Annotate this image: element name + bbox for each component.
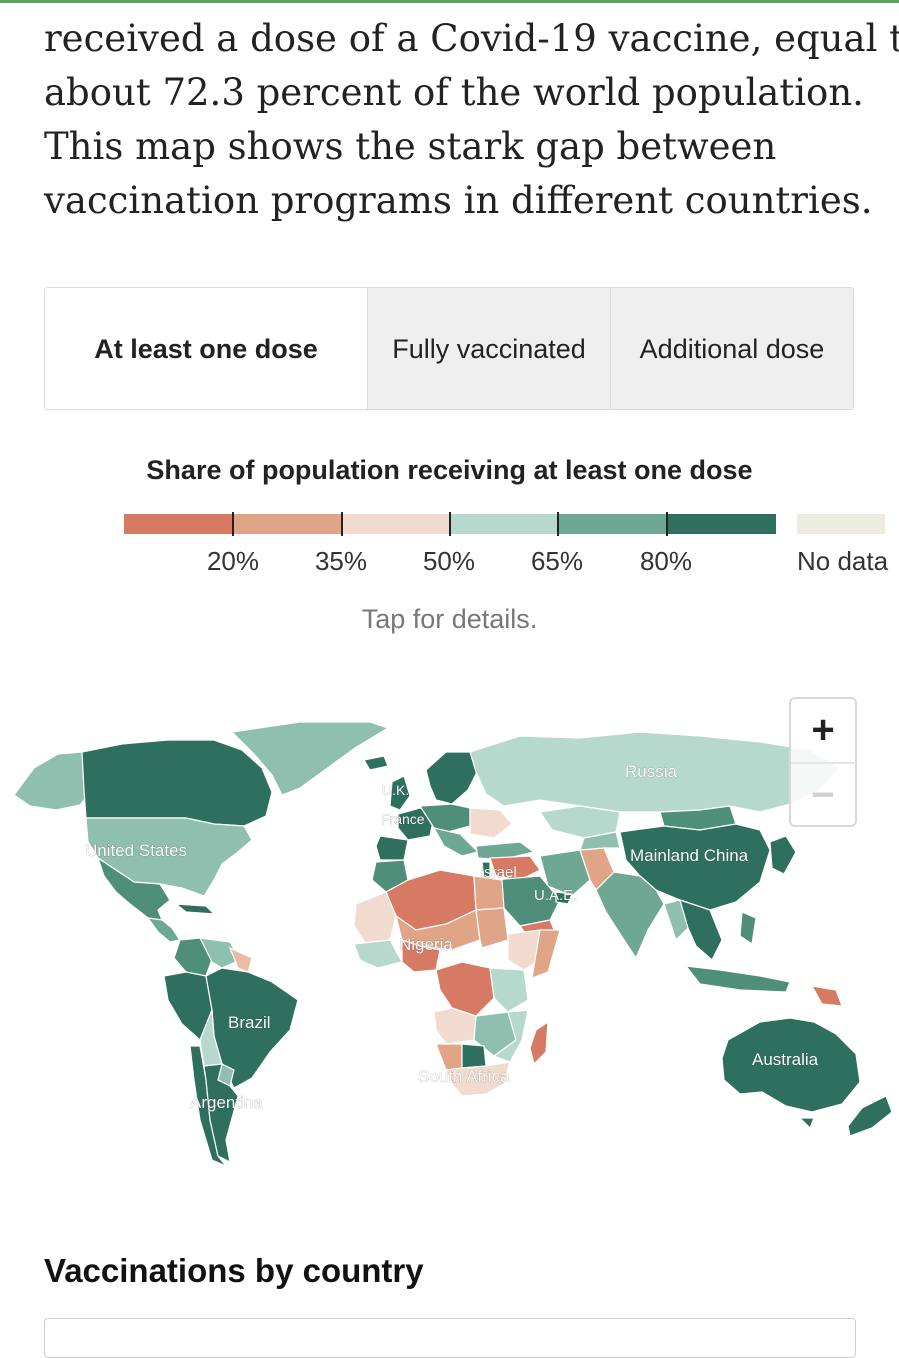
country-france[interactable] xyxy=(397,807,435,841)
country-turkey[interactable] xyxy=(475,841,536,861)
country-eastern-europe[interactable] xyxy=(469,807,513,839)
legend-tick xyxy=(232,512,234,536)
country-botswana[interactable] xyxy=(461,1043,487,1069)
metric-tabs: At least one dose Fully vaccinated Addit… xyxy=(44,287,854,410)
legend-swatch-65-80 xyxy=(558,514,667,534)
country-indonesia[interactable] xyxy=(684,965,791,993)
map-label-australia: Australia xyxy=(752,1050,819,1069)
world-map: Russia Mainland China United States U.K.… xyxy=(0,690,899,1190)
country-west-africa[interactable] xyxy=(353,939,403,969)
zoom-out-button[interactable]: − xyxy=(791,762,855,827)
country-venezuela[interactable] xyxy=(198,937,241,969)
country-egypt[interactable] xyxy=(473,875,505,911)
country-somalia[interactable] xyxy=(531,929,561,979)
country-iran[interactable] xyxy=(539,849,591,897)
tab-fully-vaccinated[interactable]: Fully vaccinated xyxy=(367,288,610,409)
legend-label: 35% xyxy=(314,546,368,576)
legend-label: 65% xyxy=(530,546,584,576)
country-angola[interactable] xyxy=(433,1007,477,1045)
country-uae[interactable] xyxy=(555,891,573,905)
country-mozambique[interactable] xyxy=(492,1009,529,1063)
map-label-south-africa: South Africa xyxy=(418,1067,510,1086)
map-label-argentina: Argentina xyxy=(190,1093,263,1112)
legend-swatch-under-20 xyxy=(124,514,233,534)
intro-line: This map shows the stark gap between xyxy=(44,125,777,168)
legend-title: Share of population receiving at least o… xyxy=(146,455,753,485)
country-alaska[interactable] xyxy=(13,751,93,811)
country-canada[interactable] xyxy=(81,739,273,827)
legend-swatch-20-35 xyxy=(233,514,342,534)
country-east-africa[interactable] xyxy=(489,967,529,1013)
country-drc[interactable] xyxy=(435,961,495,1017)
country-madagascar[interactable] xyxy=(529,1020,549,1066)
country-argentina[interactable] xyxy=(203,1063,239,1164)
intro-line: about 72.3 percent of the world populati… xyxy=(44,71,864,114)
tab-additional-dose[interactable]: Additional dose xyxy=(610,288,853,409)
tap-note: Tap for details. xyxy=(361,604,538,634)
country-southeast-asia[interactable] xyxy=(679,899,723,961)
map-label-nigeria: Nigeria xyxy=(399,935,453,954)
zoom-in-button[interactable]: + xyxy=(811,708,835,752)
legend-swatch-35-50 xyxy=(342,514,450,534)
legend-tick xyxy=(341,512,343,536)
top-rule xyxy=(0,0,899,3)
intro-line: vaccination programs in different countr… xyxy=(44,179,873,222)
section-heading: Vaccinations by country xyxy=(44,1252,424,1289)
intro-line: received a dose of a Covid-19 vaccine, e… xyxy=(44,17,899,60)
legend-label: 80% xyxy=(639,546,693,576)
country-cuba[interactable] xyxy=(174,903,216,915)
country-india[interactable] xyxy=(595,871,665,960)
country-iberia[interactable] xyxy=(375,835,409,861)
map-label-united-states: United States xyxy=(85,841,187,860)
country-mexico[interactable] xyxy=(96,856,171,921)
map-label-china: Mainland China xyxy=(630,846,749,865)
country-syria-iraq[interactable] xyxy=(489,855,541,881)
map-label-brazil: Brazil xyxy=(228,1013,271,1032)
country-south-africa[interactable] xyxy=(445,1061,511,1097)
tab-at-least-one-dose[interactable]: At least one dose xyxy=(45,288,367,409)
country-sudan[interactable] xyxy=(475,907,509,949)
legend-tick xyxy=(449,512,451,536)
country-search-box[interactable] xyxy=(44,1318,856,1358)
map-label-france: France xyxy=(381,811,425,827)
country-australia[interactable] xyxy=(721,1017,861,1113)
country-russia[interactable] xyxy=(469,731,841,813)
legend-label: 50% xyxy=(422,546,476,576)
country-scandinavia[interactable] xyxy=(425,751,479,805)
legend-no-data-label: No data xyxy=(797,546,889,576)
country-philippines[interactable] xyxy=(739,911,757,946)
legend-swatch-over-80 xyxy=(667,514,776,534)
country-italy-balkans[interactable] xyxy=(432,827,480,857)
country-iceland[interactable] xyxy=(363,755,389,771)
legend-tick xyxy=(666,512,668,536)
country-new-zealand[interactable] xyxy=(847,1095,893,1137)
intro-text: received a dose of a Covid-19 vaccine, e… xyxy=(44,12,899,228)
world-map-svg: Russia Mainland China United States U.K.… xyxy=(13,721,893,1167)
legend-swatch-no-data xyxy=(797,514,885,534)
map-label-russia: Russia xyxy=(625,762,678,781)
country-greenland[interactable] xyxy=(230,721,390,796)
map-label-uk: U.K. xyxy=(382,782,409,798)
map-label-israel: Israel xyxy=(480,864,517,881)
country-korea-japan[interactable] xyxy=(769,835,797,875)
country-mauritania-mali[interactable] xyxy=(353,891,397,945)
map-label-uae: U.A.E. xyxy=(534,887,577,904)
legend-label: 20% xyxy=(206,546,260,576)
country-papua-new-guinea[interactable] xyxy=(810,985,843,1007)
country-central-america[interactable] xyxy=(146,917,181,943)
zoom-control: + − xyxy=(789,697,857,827)
country-tasmania[interactable] xyxy=(798,1117,815,1130)
legend-swatch-50-65 xyxy=(450,514,558,534)
country-central-asia[interactable] xyxy=(579,831,621,851)
country-uk[interactable] xyxy=(389,775,411,811)
legend-tick xyxy=(557,512,559,536)
